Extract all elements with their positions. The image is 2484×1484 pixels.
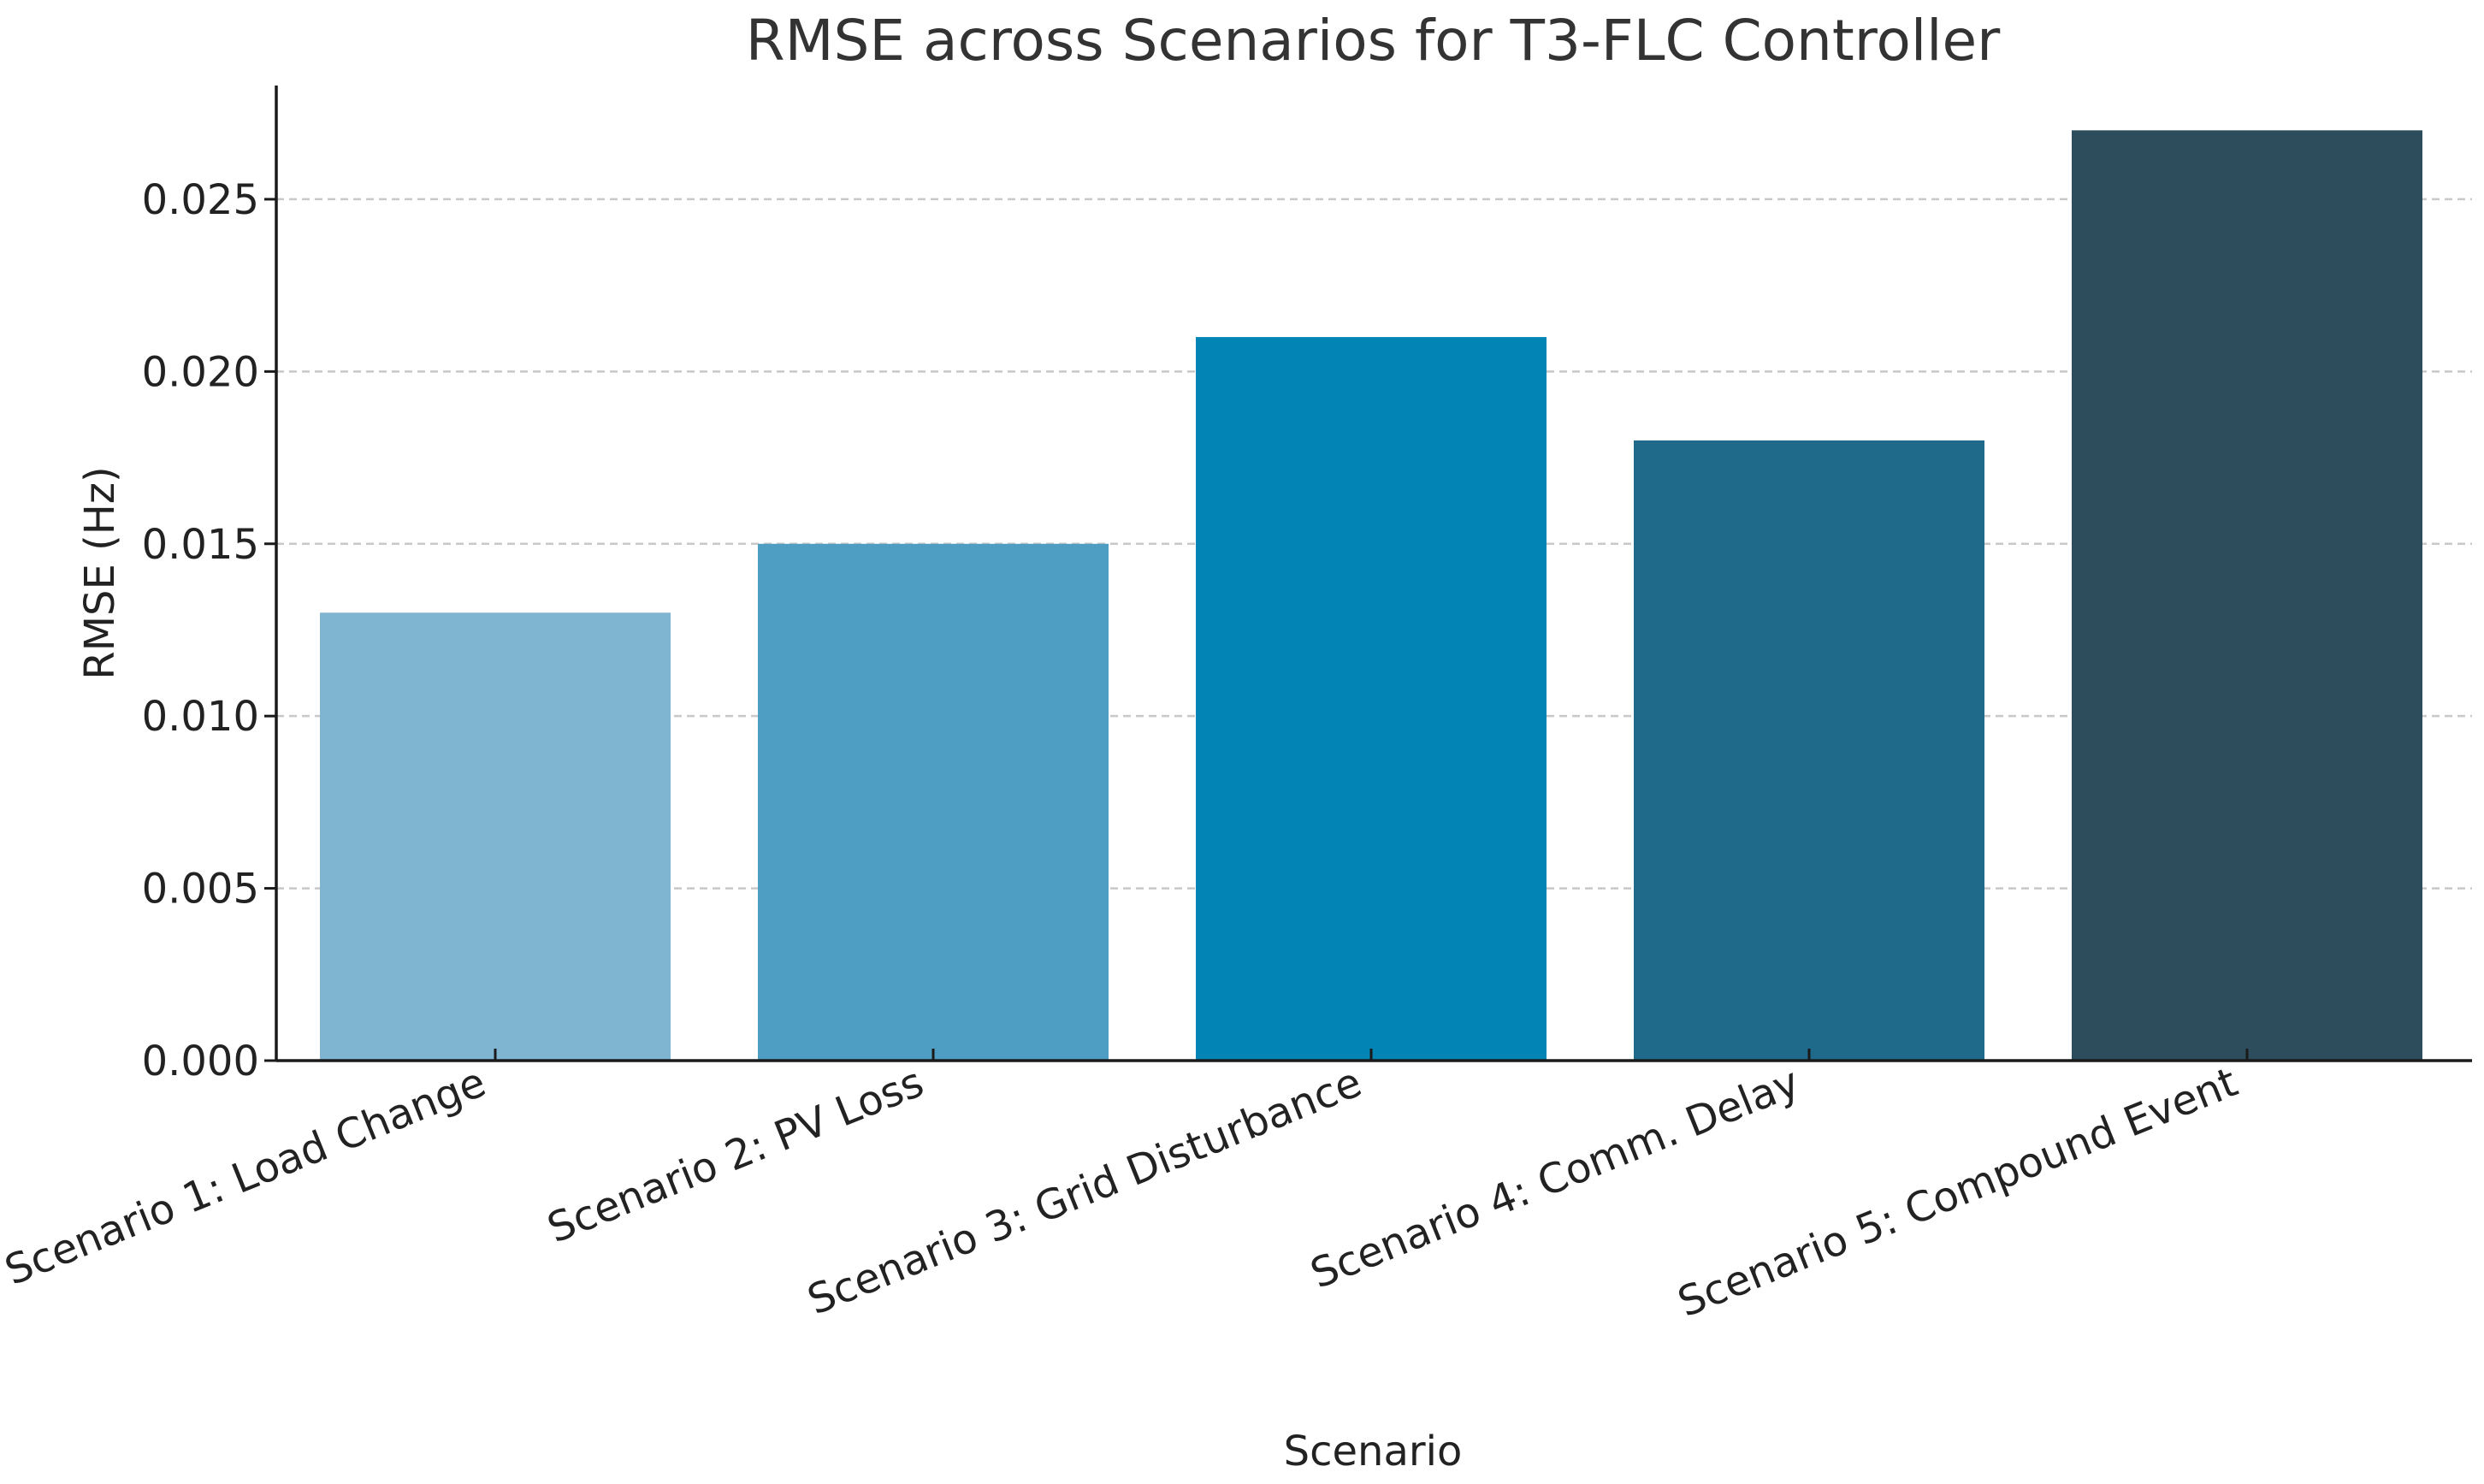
x-tick-label-1: Scenario 1: Load Change: [0, 1058, 492, 1295]
y-axis-title: RMSE (Hz): [76, 466, 124, 680]
x-axis-ticks: Scenario 1: Load Change Scenario 2: PV Lo…: [0, 1049, 2249, 1327]
x-tick-label-2: Scenario 2: PV Loss: [541, 1058, 930, 1252]
y-tick-label-5: 0.025: [142, 176, 259, 224]
bar-scenario-1: [320, 612, 671, 1061]
y-axis-ticks: 0.000 0.005 0.010 0.015 0.020 0.025: [142, 176, 276, 1085]
bar-scenario-3: [1196, 337, 1547, 1061]
y-tick-label-0: 0.000: [142, 1038, 259, 1085]
chart-title: RMSE across Scenarios for T3-FLC Control…: [746, 8, 2001, 74]
bars: [320, 130, 2422, 1061]
y-tick-label-2: 0.010: [142, 693, 259, 741]
y-tick-label-3: 0.015: [142, 521, 259, 569]
y-tick-label-1: 0.005: [142, 866, 259, 913]
bar-scenario-4: [1634, 440, 1984, 1061]
x-axis-title: Scenario: [1284, 1428, 1463, 1475]
bar-scenario-2: [758, 543, 1109, 1061]
bar-scenario-5: [2072, 130, 2422, 1061]
y-tick-label-4: 0.020: [142, 348, 259, 396]
